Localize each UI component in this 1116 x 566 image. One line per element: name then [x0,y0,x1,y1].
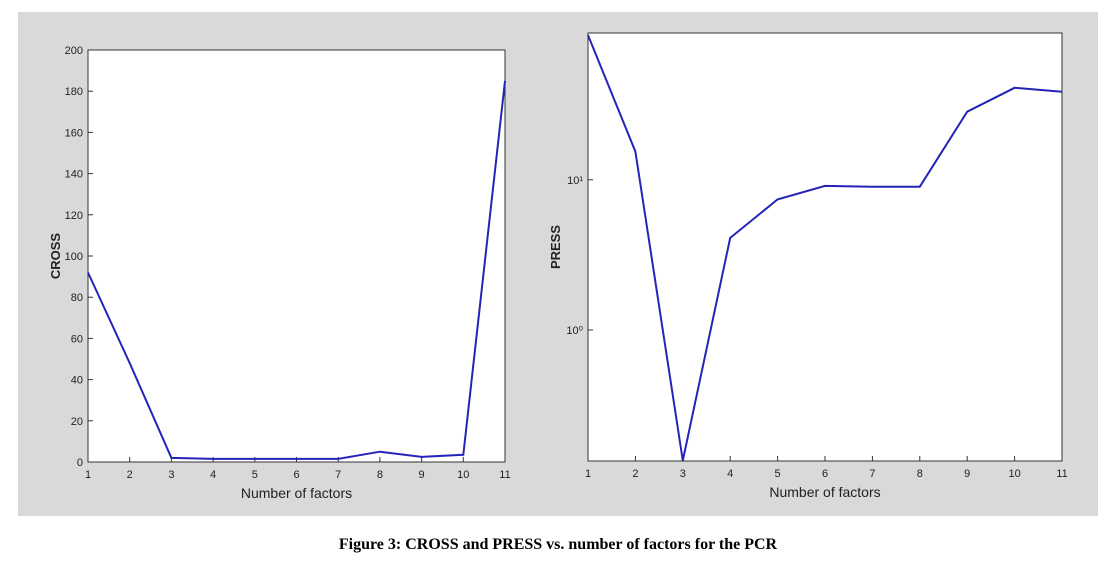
plot-area [587,32,1063,462]
x-tick-label: 9 [964,468,970,480]
y-tick-label: 60 [71,333,83,345]
x-tick-label: 11 [1056,468,1067,480]
x-tick-label: 8 [917,468,923,480]
x-tick-label: 10 [457,469,469,481]
x-tick-label: 4 [727,468,733,480]
x-tick-label: 4 [210,469,216,481]
x-tick-label: 3 [680,468,686,480]
y-tick-label: 100 [65,251,83,263]
x-tick-label: 6 [822,468,828,480]
y-tick-label: 160 [65,127,83,139]
x-tick-label: 2 [632,468,638,480]
x-axis-label: Number of factors [769,484,880,500]
x-tick-label: 5 [252,469,258,481]
x-tick-label: 9 [419,469,425,481]
y-tick-label: 0 [77,457,83,469]
x-tick-label: 1 [585,468,591,480]
y-tick-label: 200 [65,45,83,57]
plot-area [87,49,506,463]
x-tick-label: 8 [377,469,383,481]
data-line [587,34,1063,461]
x-tick-label: 7 [869,468,875,480]
data-line [87,80,506,460]
y-tick-label: 140 [65,169,83,181]
x-tick-label: 2 [127,469,133,481]
x-tick-label: 1 [85,469,91,481]
x-tick-label: 10 [1008,468,1020,480]
x-tick-label: 5 [775,468,781,480]
x-tick-label: 6 [293,469,299,481]
x-tick-label: 11 [499,469,510,481]
y-axis-label: CROSS [48,233,63,280]
x-tick-label: 7 [335,469,341,481]
x-axis-label: Number of factors [241,485,352,501]
y-tick-label: 20 [71,416,83,428]
y-tick-label: 10¹ [567,175,583,187]
y-tick-label: 40 [71,375,83,387]
y-tick-label: 10⁰ [566,325,583,337]
x-tick-label: 3 [168,469,174,481]
y-tick-label: 80 [71,292,83,304]
y-axis-label: PRESS [548,225,563,269]
y-tick-label: 180 [65,86,83,98]
caption: Figure 3: CROSS and PRESS vs. number of … [339,536,778,553]
y-tick-label: 120 [65,210,83,222]
